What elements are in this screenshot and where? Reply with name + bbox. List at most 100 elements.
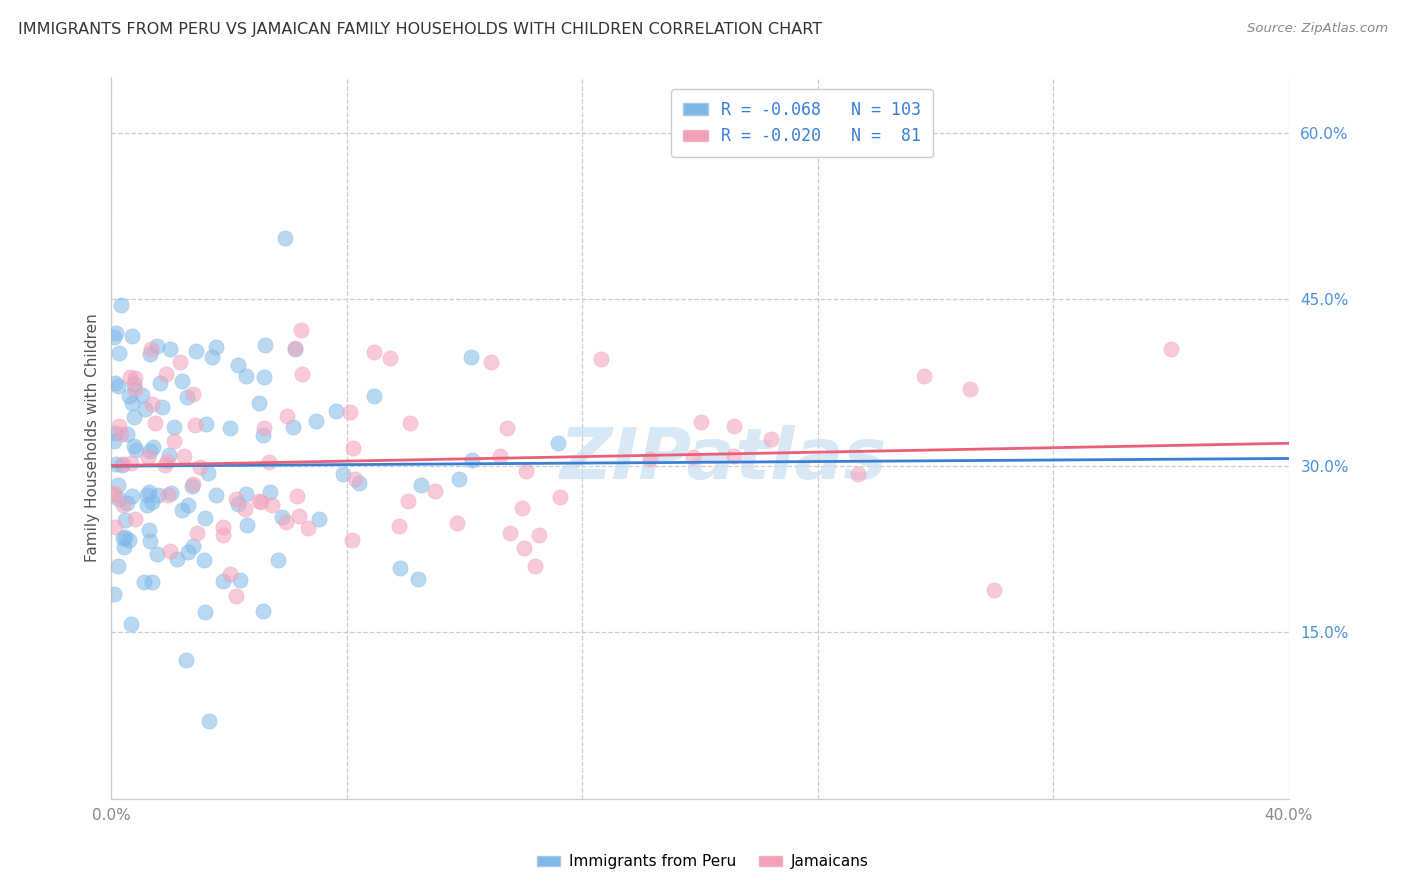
Point (226, 358, 249, 372)
Point (513, 541, 536, 556)
Point (446, 516, 468, 531)
Point (141, 495, 163, 509)
Point (252, 604, 274, 618)
Point (143, 416, 166, 430)
Point (305, 414, 328, 428)
Point (148, 488, 170, 502)
Point (297, 521, 319, 535)
Point (195, 417, 218, 432)
Point (110, 427, 132, 442)
Point (122, 410, 145, 425)
Point (219, 421, 242, 435)
Point (120, 616, 142, 631)
Point (524, 558, 547, 573)
Point (912, 369, 935, 384)
Point (291, 367, 314, 381)
Point (124, 370, 146, 384)
Point (201, 351, 224, 365)
Point (723, 450, 745, 464)
Point (188, 460, 211, 475)
Point (225, 491, 247, 506)
Point (247, 494, 270, 508)
Point (495, 420, 517, 434)
Point (589, 352, 612, 367)
Point (959, 382, 981, 396)
Point (124, 439, 146, 453)
Point (247, 395, 270, 409)
Point (176, 391, 198, 405)
Point (527, 528, 550, 542)
Point (115, 426, 138, 441)
Point (283, 420, 305, 434)
Point (107, 559, 129, 574)
Point (197, 467, 219, 481)
Point (121, 396, 143, 410)
Point (411, 477, 433, 491)
Y-axis label: Family Households with Children: Family Households with Children (86, 314, 100, 563)
Point (212, 528, 235, 542)
Point (254, 337, 277, 351)
Point (141, 575, 163, 590)
Point (114, 513, 136, 527)
Point (141, 397, 163, 411)
Point (139, 342, 162, 356)
Point (157, 448, 180, 462)
Legend: Immigrants from Peru, Jamaicans: Immigrants from Peru, Jamaicans (531, 848, 875, 875)
Point (287, 489, 309, 503)
Point (325, 404, 347, 418)
Point (139, 533, 162, 548)
Point (274, 231, 297, 245)
Point (260, 498, 283, 512)
Point (132, 575, 155, 590)
Point (339, 405, 361, 419)
Point (159, 342, 181, 356)
Point (163, 419, 186, 434)
Point (112, 457, 135, 471)
Point (406, 573, 429, 587)
Point (104, 520, 127, 534)
Point (108, 346, 131, 360)
Point (723, 419, 745, 434)
Point (205, 341, 228, 355)
Point (105, 458, 128, 472)
Point (138, 484, 160, 499)
Point (983, 582, 1005, 597)
Point (122, 377, 145, 392)
Point (174, 653, 197, 667)
Point (146, 339, 169, 353)
Point (759, 432, 782, 446)
Point (235, 486, 257, 500)
Point (340, 533, 363, 547)
Point (105, 326, 128, 341)
Point (229, 573, 252, 587)
Text: IMMIGRANTS FROM PERU VS JAMAICAN FAMILY HOUSEHOLDS WITH CHILDREN CORRELATION CHA: IMMIGRANTS FROM PERU VS JAMAICAN FAMILY … (18, 22, 823, 37)
Point (110, 298, 132, 312)
Point (186, 344, 208, 359)
Point (136, 498, 159, 512)
Point (103, 486, 125, 500)
Point (548, 491, 571, 505)
Point (690, 415, 713, 429)
Point (166, 552, 188, 566)
Point (135, 488, 157, 502)
Point (363, 389, 385, 403)
Point (363, 344, 385, 359)
Point (236, 517, 259, 532)
Point (388, 519, 411, 533)
Point (139, 347, 162, 361)
Point (398, 417, 420, 431)
Point (170, 374, 193, 388)
Point (103, 434, 125, 448)
Point (183, 418, 205, 433)
Point (155, 368, 177, 382)
Point (499, 525, 522, 540)
Point (138, 523, 160, 537)
Point (115, 495, 138, 509)
Point (1160, 342, 1182, 356)
Point (252, 428, 274, 442)
Point (124, 512, 146, 526)
Point (107, 478, 129, 492)
Point (181, 476, 204, 491)
Point (111, 499, 134, 513)
Point (342, 441, 364, 455)
